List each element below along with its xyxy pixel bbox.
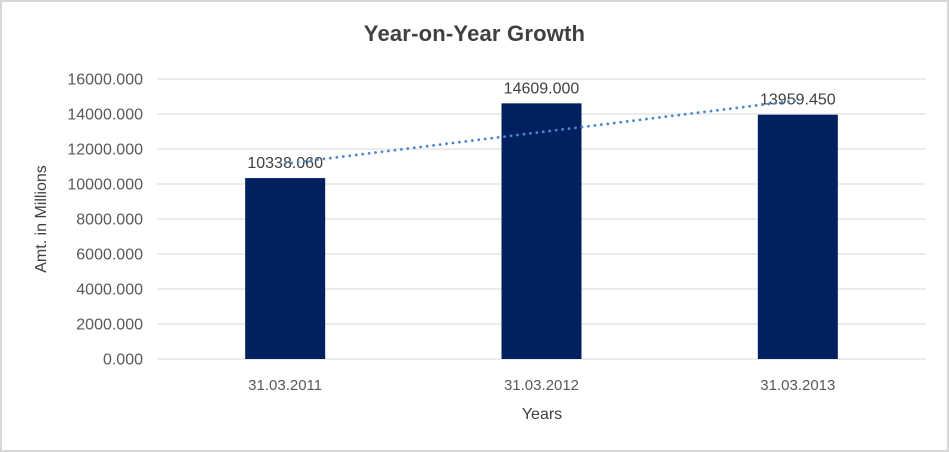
- trendline: [283, 98, 800, 166]
- x-category-label: 31.03.2013: [760, 377, 835, 394]
- bar: [757, 114, 838, 359]
- y-tick-label: 4000.000: [76, 282, 143, 299]
- bar-data-label: 14609.000: [504, 80, 580, 97]
- y-tick-label: 0.000: [103, 352, 143, 369]
- y-tick-label: 8000.000: [76, 212, 143, 229]
- y-tick-label: 10000.000: [67, 177, 143, 194]
- y-tick-label: 14000.000: [67, 107, 143, 124]
- bar-data-label: 13959.450: [760, 92, 836, 109]
- y-tick-label: 6000.000: [76, 247, 143, 264]
- chart-title: Year-on-Year Growth: [363, 21, 586, 46]
- x-category-label: 31.03.2012: [504, 377, 579, 394]
- x-category-label: 31.03.2011: [248, 377, 322, 394]
- y-axis-title: Amt. in Millions: [33, 165, 50, 273]
- bar: [501, 103, 582, 359]
- y-tick-label: 16000.000: [67, 72, 143, 89]
- y-tick-label: 12000.000: [67, 142, 143, 159]
- x-axis-title: Years: [521, 406, 563, 423]
- y-tick-label: 2000.000: [76, 317, 143, 334]
- bar: [245, 178, 326, 359]
